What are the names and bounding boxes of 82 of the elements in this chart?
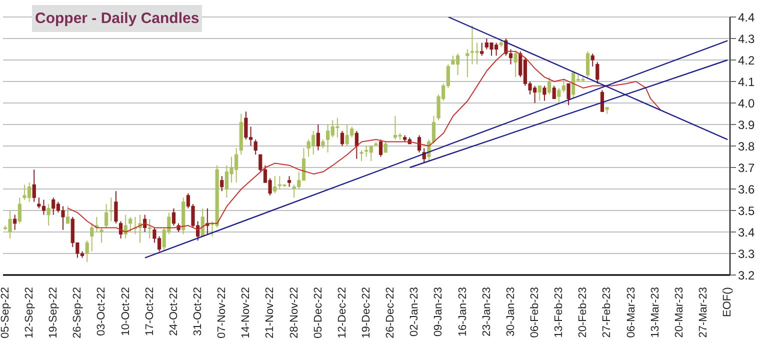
candlestick — [128, 216, 132, 232]
x-tick-label: 12-Dec-22 — [336, 287, 348, 338]
y-tick-label: 4.0 — [738, 96, 756, 110]
candlestick — [552, 85, 556, 100]
y-tick-label: 4.3 — [738, 32, 756, 46]
candlestick — [109, 197, 113, 222]
candlestick — [480, 42, 484, 56]
x-tick-label: 30-Jan-23 — [504, 287, 517, 337]
chart-title: Copper - Daily Candles — [32, 5, 202, 32]
candlestick — [172, 208, 176, 226]
candlestick — [85, 240, 89, 263]
candlestick — [384, 141, 388, 153]
x-tick-label: 13-Feb-23 — [553, 287, 566, 338]
x-tick-label: 12-Sep-22 — [23, 287, 36, 338]
candlestick — [316, 124, 320, 151]
x-tick-label: 26-Dec-22 — [384, 287, 397, 338]
candlestick — [148, 218, 152, 239]
x-tick-label: 20-Feb-23 — [577, 287, 590, 338]
candlestick — [18, 197, 22, 224]
candlestick — [32, 169, 36, 202]
candlestick — [340, 130, 344, 146]
candlestick — [273, 176, 277, 194]
y-tick-label: 3.3 — [738, 246, 756, 261]
y-tick-label: 4.1 — [738, 74, 756, 89]
x-tick-label: 09-Jan-23 — [432, 287, 445, 337]
candlestick — [13, 214, 17, 230]
x-tick-label: 27-Feb-23 — [601, 287, 614, 338]
x-tick-label: 03-Oct-22 — [96, 287, 108, 336]
y-tick-label: 3.5 — [738, 204, 756, 218]
x-tick-label: 06-Mar-23 — [625, 287, 638, 338]
x-tick-label: 06-Feb-23 — [529, 287, 542, 338]
x-tick-label: 17-Oct-22 — [144, 287, 156, 336]
y-tick-label: 3.4 — [738, 225, 756, 240]
candlestick — [118, 220, 123, 239]
candlestick — [538, 85, 542, 102]
y-tick-label: 3.8 — [738, 139, 756, 154]
candlestick — [542, 85, 546, 102]
x-tick-label: 05-Sep-22 — [0, 287, 12, 338]
x-tick-label: 19-Dec-22 — [360, 287, 372, 338]
candlestick — [360, 150, 364, 162]
candlestick — [547, 76, 552, 95]
candlestick — [590, 53, 594, 67]
x-tick-label: 16-Jan-23 — [456, 287, 469, 337]
x-tick-label: 31-Oct-22 — [192, 287, 204, 336]
candlestick — [466, 48, 470, 78]
x-tick-label: EOF() — [722, 287, 734, 317]
x-tick-label: 19-Sep-22 — [48, 287, 60, 338]
x-tick-label: 20-Mar-23 — [673, 287, 686, 338]
candlestick — [596, 62, 600, 84]
y-tick-label: 3.6 — [738, 182, 756, 196]
candlestick — [354, 130, 358, 160]
x-tick-label: 05-Dec-22 — [312, 287, 324, 338]
x-tick-label: 21-Nov-22 — [264, 287, 276, 338]
y-tick-label: 3.2 — [738, 268, 756, 282]
candlestick — [566, 83, 570, 106]
y-tick-label: 4.2 — [738, 53, 756, 68]
x-tick-label: 13-Mar-23 — [649, 287, 662, 338]
x-tick-label: 10-Oct-22 — [120, 287, 132, 336]
candlestick — [100, 227, 104, 244]
y-tick-label: 4.4 — [738, 10, 756, 24]
candlestick — [254, 139, 258, 156]
candlestick — [417, 134, 422, 153]
y-tick-label: 3.9 — [738, 118, 756, 132]
x-tick-label: 07-Nov-22 — [216, 287, 228, 338]
x-tick-label: 28-Nov-22 — [288, 287, 300, 338]
x-tick-label: 02-Jan-23 — [408, 287, 421, 337]
x-tick-label: 23-Jan-23 — [480, 287, 493, 337]
candlestick — [378, 139, 383, 158]
candlestick — [46, 204, 50, 226]
x-tick-label: 26-Sep-22 — [72, 287, 84, 338]
candlestick — [287, 176, 292, 188]
candlestick — [514, 50, 518, 78]
candlestick — [600, 90, 604, 112]
x-tick-label: 24-Oct-22 — [168, 287, 180, 336]
candlestick — [114, 190, 118, 224]
candlestick — [586, 50, 590, 78]
candlestick — [220, 176, 224, 192]
candlestick — [104, 204, 108, 228]
x-tick-label: 27-Mar-23 — [698, 287, 710, 338]
y-tick-label: 3.7 — [738, 160, 756, 175]
x-tick-label: 14-Nov-22 — [240, 287, 252, 338]
candlestick — [66, 206, 70, 224]
